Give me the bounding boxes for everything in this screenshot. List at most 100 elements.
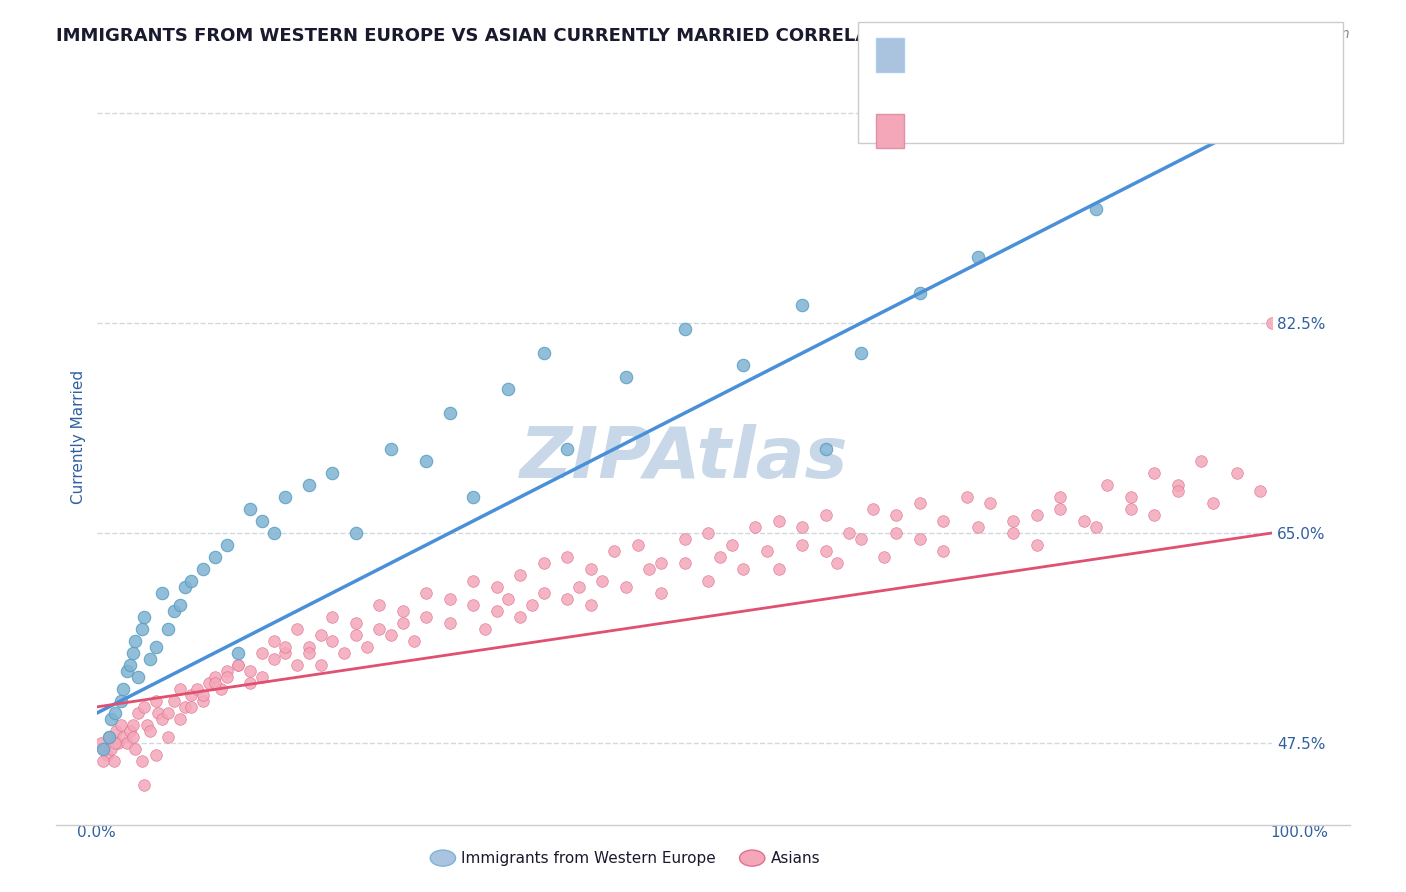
Point <box>862 502 884 516</box>
Point <box>191 688 214 702</box>
Text: 0.635: 0.635 <box>956 119 1012 136</box>
Point <box>368 598 391 612</box>
Point <box>344 628 367 642</box>
Point <box>849 346 872 360</box>
Point <box>112 681 135 696</box>
Point <box>163 604 186 618</box>
Point <box>814 442 837 456</box>
Point <box>1002 514 1025 528</box>
Point <box>321 466 343 480</box>
Point <box>873 549 896 564</box>
Point <box>204 670 226 684</box>
Point <box>263 652 285 666</box>
Point <box>967 250 990 264</box>
Point <box>250 646 273 660</box>
Point <box>627 538 650 552</box>
Point <box>169 712 191 726</box>
Point <box>344 615 367 630</box>
Point <box>309 657 332 672</box>
Point <box>110 718 132 732</box>
Point <box>368 622 391 636</box>
Text: 0.0%: 0.0% <box>77 825 117 840</box>
Point <box>908 286 931 301</box>
Text: ZIPAtlas: ZIPAtlas <box>520 425 849 493</box>
Text: Source: ZipAtlas.com: Source: ZipAtlas.com <box>1202 27 1350 41</box>
Point <box>638 562 661 576</box>
Point <box>380 628 402 642</box>
Point <box>755 544 778 558</box>
Point <box>790 520 813 534</box>
Point <box>344 526 367 541</box>
Point <box>1249 483 1271 498</box>
Point <box>93 741 115 756</box>
Point <box>614 580 637 594</box>
Point <box>579 562 602 576</box>
Point <box>134 778 156 792</box>
Point <box>650 556 672 570</box>
Point <box>485 580 508 594</box>
Point <box>1167 478 1189 492</box>
Point <box>1049 490 1071 504</box>
Point <box>204 549 226 564</box>
Point <box>1119 502 1142 516</box>
Point <box>263 526 285 541</box>
Point <box>274 640 297 654</box>
Point <box>226 657 249 672</box>
Point <box>814 508 837 522</box>
Text: 49: 49 <box>1090 43 1115 61</box>
Point <box>226 646 249 660</box>
Point <box>1202 496 1225 510</box>
Point <box>135 718 157 732</box>
Point <box>1119 490 1142 504</box>
Point <box>127 706 149 720</box>
Point <box>124 633 146 648</box>
Point <box>156 622 179 636</box>
Point <box>673 532 696 546</box>
Point <box>1143 508 1166 522</box>
Point <box>356 640 378 654</box>
Point <box>533 556 555 570</box>
Point <box>555 442 578 456</box>
Point <box>1167 483 1189 498</box>
Point <box>239 676 262 690</box>
Point <box>139 652 162 666</box>
Point <box>120 657 142 672</box>
Point <box>156 730 179 744</box>
Point <box>1189 454 1212 468</box>
Point <box>250 670 273 684</box>
Point <box>1261 106 1284 120</box>
Point <box>1084 520 1107 534</box>
Point <box>309 628 332 642</box>
Point <box>131 754 153 768</box>
Point <box>91 754 114 768</box>
Point <box>790 538 813 552</box>
Point <box>131 622 153 636</box>
Point <box>127 670 149 684</box>
Point <box>169 598 191 612</box>
Point <box>603 544 626 558</box>
Point <box>932 514 955 528</box>
Point <box>485 604 508 618</box>
Point <box>768 514 790 528</box>
Point <box>134 699 156 714</box>
Point <box>1226 466 1249 480</box>
Point <box>908 532 931 546</box>
Point <box>191 562 214 576</box>
Text: IMMIGRANTS FROM WESTERN EUROPE VS ASIAN CURRENTLY MARRIED CORRELATION CHART: IMMIGRANTS FROM WESTERN EUROPE VS ASIAN … <box>56 27 991 45</box>
Point <box>285 657 308 672</box>
Point <box>439 406 461 420</box>
Point <box>180 574 202 588</box>
Point <box>1026 508 1049 522</box>
Point <box>150 586 173 600</box>
Point <box>104 706 127 720</box>
Point <box>1049 502 1071 516</box>
Point <box>614 370 637 384</box>
Point <box>145 640 167 654</box>
Point <box>391 604 413 618</box>
Point <box>1097 478 1119 492</box>
Point <box>955 490 977 504</box>
Point <box>814 544 837 558</box>
Point <box>463 574 485 588</box>
Point <box>404 633 426 648</box>
Point <box>98 730 121 744</box>
